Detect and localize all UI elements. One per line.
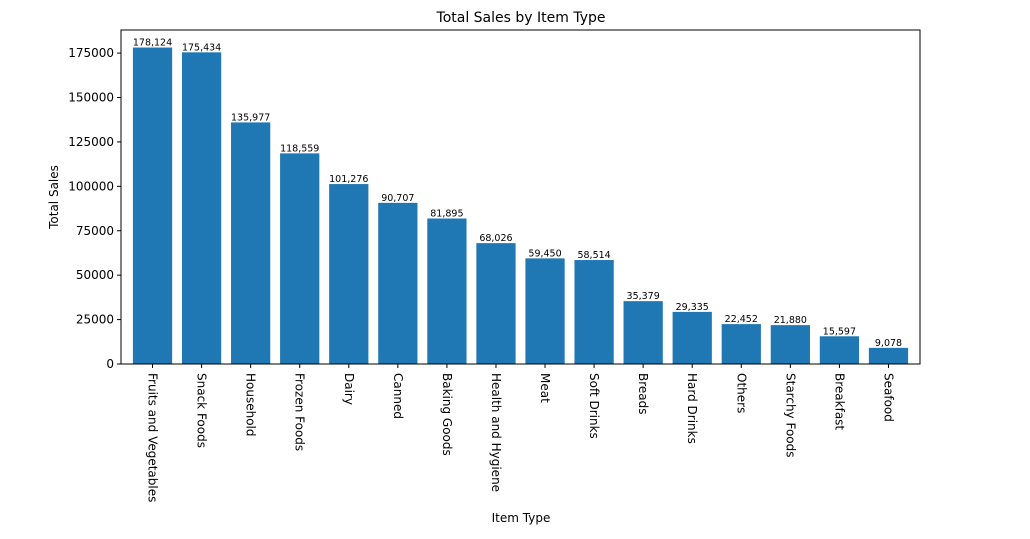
bar-value-label: 101,276 [329, 174, 368, 185]
y-tick-label: 0 [106, 357, 114, 371]
bar-value-label: 59,450 [528, 248, 561, 259]
y-tick-label: 25000 [76, 313, 114, 327]
bar-value-label: 135,977 [231, 112, 270, 123]
bar-value-label: 178,124 [133, 38, 172, 49]
x-tick-label: Soft Drinks [587, 373, 601, 439]
bar-value-label: 9,078 [875, 338, 902, 349]
x-tick-label: Baking Goods [440, 373, 454, 456]
bar-value-label: 81,895 [430, 209, 463, 220]
bar [819, 336, 860, 364]
bar-value-label: 35,379 [627, 291, 660, 302]
bar [623, 301, 663, 364]
bar-value-label: 175,434 [182, 42, 221, 53]
y-tick-label: 75000 [76, 224, 114, 238]
chart-title: Total Sales by Item Type [436, 10, 606, 26]
bar [868, 347, 909, 364]
bar-value-label: 15,597 [823, 326, 856, 337]
bar [378, 202, 418, 364]
bar [427, 218, 467, 364]
bar-value-label: 118,559 [280, 143, 319, 154]
x-tick-label: Canned [391, 373, 405, 419]
bar-value-label: 68,026 [479, 233, 512, 244]
y-tick-label: 150000 [68, 91, 114, 105]
x-tick-label: Seafood [881, 373, 895, 422]
bar [770, 325, 810, 364]
plot-area: 178,124 175,434 135,977 118,559 101,276 90,70… [132, 38, 909, 365]
y-tick-label: 100000 [68, 179, 114, 193]
bar [231, 122, 271, 364]
bar-value-label: 22,452 [725, 314, 758, 325]
bar-value-label: 90,707 [381, 193, 414, 204]
x-tick-label: Dairy [342, 373, 356, 405]
bar [280, 153, 320, 364]
bar [476, 243, 516, 364]
y-tick-label: 175000 [68, 46, 114, 60]
x-tick-label: Others [734, 373, 748, 413]
bar-value-label: 21,880 [774, 315, 807, 326]
x-tick-label: Fruits and Vegetables [146, 373, 160, 502]
x-tick-label: Hard Drinks [685, 373, 699, 444]
bar [721, 324, 761, 364]
x-tick-label: Breakfast [832, 373, 846, 430]
x-axis: Fruits and Vegetables Snack Foods Househol… [146, 364, 895, 502]
bar [672, 311, 712, 364]
x-tick-label: Breads [636, 373, 650, 415]
x-tick-label: Snack Foods [195, 373, 209, 448]
y-axis-label: Total Sales [47, 165, 61, 230]
bar [329, 184, 369, 364]
bar [132, 47, 173, 365]
y-tick-label: 125000 [68, 135, 114, 149]
plot-frame [120, 29, 921, 365]
x-axis-label: Item Type [492, 511, 551, 525]
bar [525, 258, 565, 364]
x-tick-label: Starchy Foods [783, 373, 797, 458]
y-axis: 0 25000 50000 75000 100000 125000 150000 175000 [68, 46, 121, 371]
x-tick-label: Frozen Foods [293, 373, 307, 451]
x-tick-label: Meat [538, 373, 552, 403]
y-tick-label: 50000 [76, 268, 114, 282]
bar [574, 260, 614, 364]
bar-value-label: 58,514 [577, 250, 610, 261]
x-tick-label: Household [244, 373, 258, 437]
bar-value-label: 29,335 [676, 302, 709, 313]
x-tick-label: Health and Hygiene [489, 373, 503, 492]
bar [181, 52, 222, 364]
